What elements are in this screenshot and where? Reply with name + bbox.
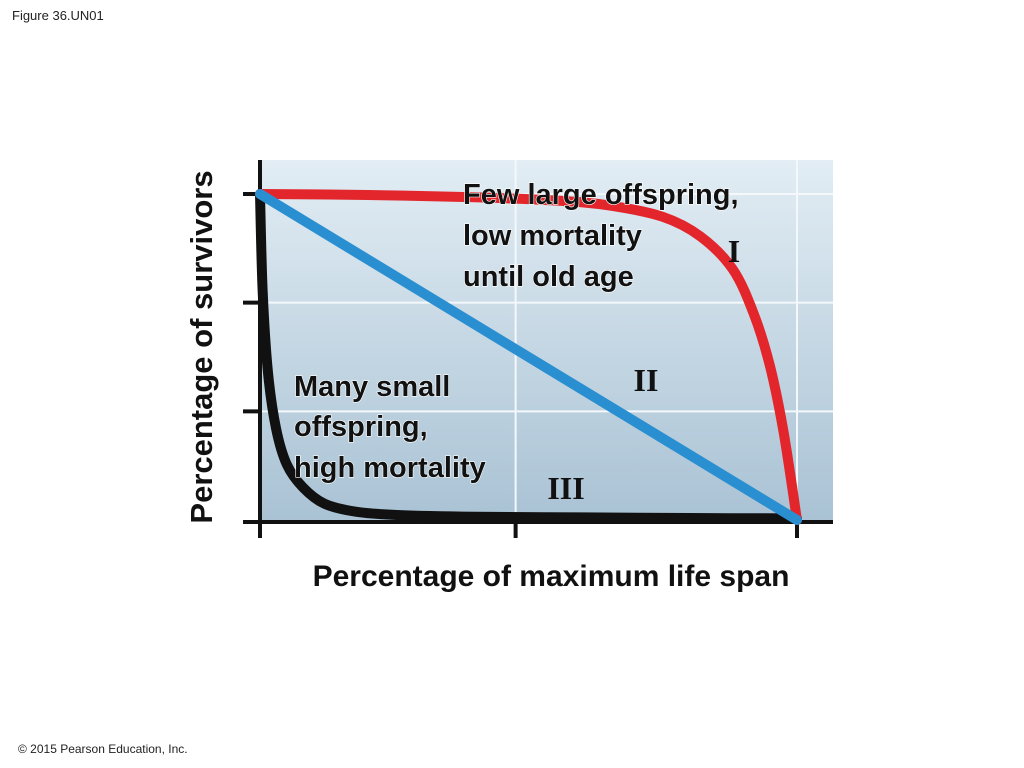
series-label-i: I <box>728 233 740 269</box>
x-axis-label: Percentage of maximum life span <box>313 560 790 593</box>
plot-background <box>260 160 833 522</box>
annotation-type-i-line-1: Few large offspring, <box>463 179 739 211</box>
annotation-type-iii-line-2: offspring, <box>294 411 428 443</box>
series-line-ii <box>255 189 802 525</box>
annotation-type-iii-line-3: high mortality <box>294 452 486 484</box>
annotation-type-iii-line-1: Many small <box>294 371 450 403</box>
series-line-iii <box>255 189 802 524</box>
figure-label: Figure 36.UN01 <box>12 8 104 23</box>
annotation-type-i-line-2: low mortality <box>463 220 642 252</box>
series-layer <box>255 189 802 525</box>
series-label-ii: II <box>634 362 659 398</box>
series-label-iii: III <box>547 470 584 506</box>
annotation-type-i-line-3: until old age <box>463 261 634 293</box>
y-axis-label: Percentage of survivors <box>184 170 219 523</box>
series-line-i <box>255 189 802 525</box>
copyright: © 2015 Pearson Education, Inc. <box>18 742 188 756</box>
